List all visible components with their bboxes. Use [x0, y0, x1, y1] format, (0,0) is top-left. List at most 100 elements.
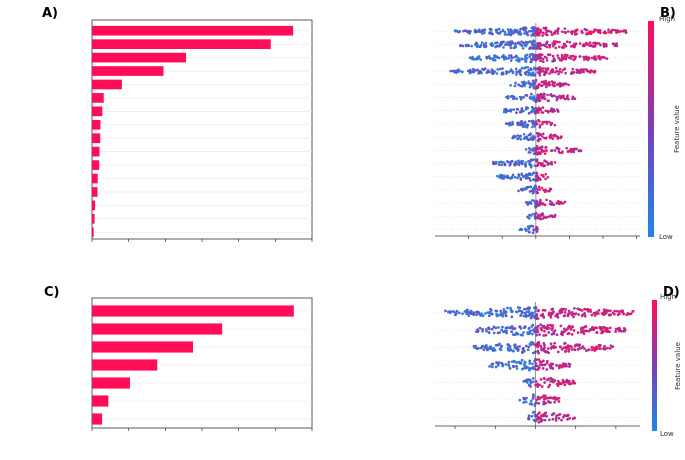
shap-point-nihss	[495, 72, 499, 75]
shap-point-mbi	[506, 28, 510, 31]
shap-point-cci	[566, 97, 569, 100]
bar-dysphagia	[92, 214, 95, 224]
shap-point-mbi	[517, 309, 521, 312]
shap-point-mbi	[546, 29, 550, 33]
shap-point-age	[585, 56, 589, 59]
shap-point-age	[599, 343, 602, 347]
shap-point-cohabitation	[515, 107, 519, 111]
shap-point-tct	[538, 132, 542, 136]
shap-point-mbi	[507, 32, 511, 36]
shap-point-mi-ul	[600, 329, 604, 332]
shap-point-venous-catheter	[573, 147, 576, 150]
shap-point-mbi	[495, 28, 499, 32]
shap-point-cci	[559, 96, 563, 99]
bar-mi-ul	[92, 323, 223, 335]
shap-point-pain	[546, 175, 550, 179]
shap-point-premorbid-mrs	[538, 124, 542, 127]
shap-point-age	[566, 53, 569, 57]
shap-point-nihss	[495, 361, 498, 364]
shap-point-mbi	[525, 310, 529, 314]
shap-point-venous-catheter	[530, 414, 534, 418]
shap-point-age	[489, 347, 493, 351]
shap-point-nihss	[483, 67, 487, 71]
shap-point-age	[567, 349, 571, 353]
shap-point-mbi	[461, 312, 464, 316]
shap-point-age	[537, 340, 541, 344]
shap-point-nihss	[468, 71, 472, 75]
shap-point-age	[574, 343, 578, 347]
shap-point-sppb	[556, 83, 559, 87]
shap-point-premorbid-mrs	[508, 121, 511, 125]
shap-point-age	[562, 346, 566, 350]
shap-point-mi-ul	[521, 46, 525, 50]
shap-point-age	[506, 343, 509, 346]
shap-point-acute-infection	[509, 160, 512, 164]
shap-point-recurrent-event	[531, 224, 535, 228]
shap-point-mi-ul	[570, 333, 574, 336]
shap-point-age	[563, 342, 566, 345]
shap-point-mbi	[605, 311, 608, 314]
shap-point-cci	[544, 396, 547, 400]
shap-point-mi-ul	[550, 332, 554, 336]
shap-point-cci	[555, 95, 559, 99]
shap-point-nihss	[527, 68, 530, 72]
shap-point-mas-ll	[552, 203, 556, 207]
shap-point-venous-catheter	[561, 150, 564, 153]
shap-point-mbi	[566, 30, 570, 33]
shap-point-acute-infection	[529, 165, 533, 169]
shap-point-age	[603, 344, 606, 348]
shap-point-age	[577, 344, 581, 348]
shap-point-nihss	[520, 66, 524, 70]
shap-point-mbi	[546, 33, 549, 37]
shap-point-age	[511, 56, 515, 59]
shap-point-mbi	[488, 310, 492, 314]
shap-point-mbi	[602, 308, 606, 312]
shap-point-age	[522, 349, 526, 353]
shap-point-venous-catheter	[553, 149, 557, 152]
shap-point-mbi	[544, 26, 548, 30]
shap-point-mbi	[631, 309, 635, 313]
shap-point-mbi	[567, 309, 571, 313]
shap-point-nihss	[491, 362, 495, 366]
shap-point-mbi	[607, 30, 610, 34]
shap-point-acute-infection	[553, 161, 557, 164]
colorbar-top-low: Low	[659, 233, 673, 241]
shap-point-mbi	[516, 29, 519, 32]
shap-point-age	[531, 342, 535, 346]
shap-point-sppb	[531, 377, 535, 380]
shap-point-mi-ul	[477, 45, 480, 48]
shap-point-mi-ul	[537, 43, 540, 46]
shap-point-mi-ul	[530, 46, 534, 50]
shap-point-age	[513, 346, 517, 349]
shap-point-mbi	[523, 307, 526, 311]
shap-point-mi-ul	[530, 41, 534, 45]
shap-point-nihss	[496, 68, 500, 71]
shap-point-mbi	[611, 28, 615, 32]
shap-point-sppb	[529, 381, 533, 385]
shap-point-mi-ul	[510, 330, 513, 334]
shap-point-mbi	[583, 311, 586, 315]
shap-point-age	[582, 58, 586, 61]
shap-point-mbi	[454, 313, 457, 316]
shap-point-venous-catheter	[527, 414, 531, 418]
shap-point-mi-ul	[533, 40, 536, 43]
shap-point-mbi	[552, 310, 555, 314]
shap-point-mi-ul	[579, 330, 583, 334]
shap-point-age	[516, 56, 520, 60]
shap-point-nihss	[560, 365, 564, 369]
shap-point-nihss	[580, 68, 584, 71]
shap-point-cohabitation	[532, 107, 536, 110]
shap-point-premorbid-mrs	[549, 123, 553, 127]
shap-point-mas-ll	[545, 198, 548, 202]
shap-point-mbi	[541, 34, 544, 37]
shap-point-nihss	[494, 365, 498, 369]
shap-point-age	[590, 56, 594, 60]
shap-point-cci	[553, 400, 556, 404]
shap-point-mi-ul	[496, 331, 500, 335]
shap-point-age	[536, 349, 540, 353]
shap-point-acute-infection	[550, 160, 553, 164]
shap-point-nihss	[538, 71, 541, 75]
shap-point-age	[487, 347, 490, 351]
shap-point-mas-ll	[549, 202, 553, 206]
shap-point-mi-ul	[542, 334, 546, 337]
